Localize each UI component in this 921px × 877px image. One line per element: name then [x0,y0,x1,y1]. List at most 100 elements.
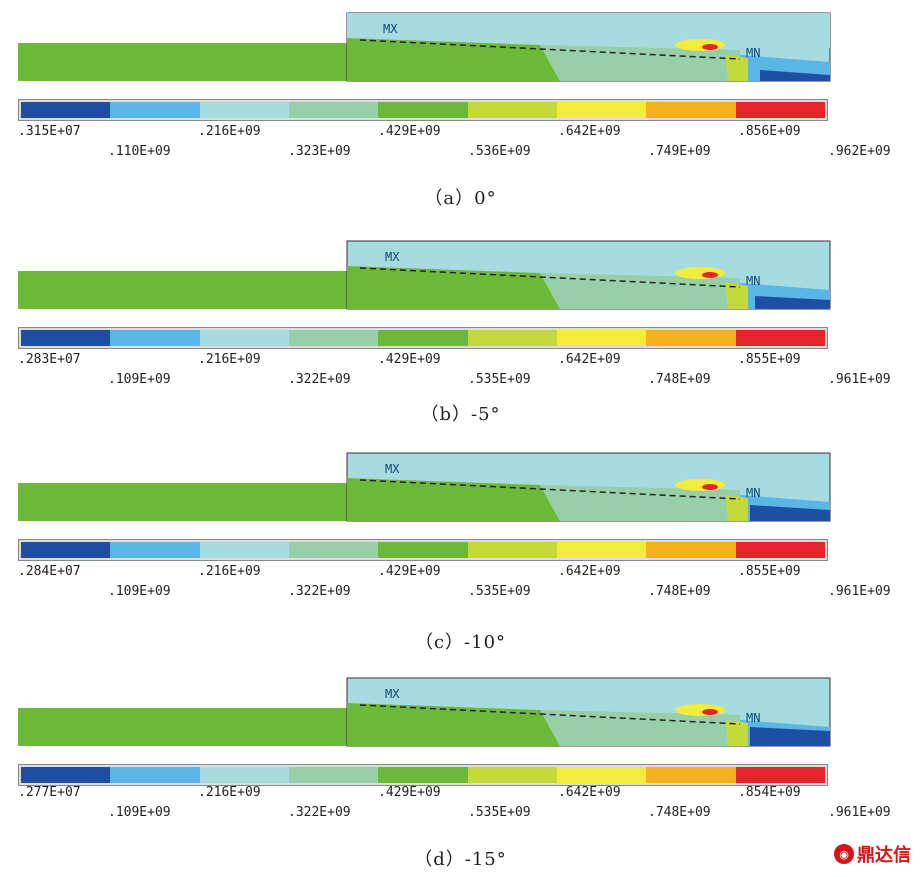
tick-label: .536E+09 [468,144,531,159]
max-marker: MX [385,250,400,264]
panel-caption: （d）-15° [414,849,507,870]
tick-label: .315E+07 [18,124,81,139]
color-legend-segment [288,330,379,346]
color-legend-segments [21,102,825,118]
color-legend-segment [646,767,736,783]
color-legend-segment [646,102,736,118]
max-marker: MX [385,687,400,701]
color-legend-segment [110,330,200,346]
color-legend-bar [18,99,828,121]
tick-label: .429E+09 [378,785,441,800]
tick-label: .277E+07 [18,785,81,800]
panel-caption: （b）-5° [420,404,501,425]
color-legend-segment [646,330,736,346]
color-legend-segment [21,102,111,118]
color-legend-segment [21,767,111,783]
tick-label: .961E+09 [828,584,891,599]
color-legend-segment [467,542,557,558]
color-legend-segment [467,330,557,346]
tick-label: .535E+09 [468,584,531,599]
tick-label: .855E+09 [738,564,801,579]
color-legend-segment [21,330,111,346]
tick-label: .748E+09 [648,372,711,387]
min-marker: MN [746,274,761,288]
color-legend-segment [288,102,379,118]
color-legend-segment [199,767,289,783]
panel-caption: （c）-10° [414,632,507,653]
color-legend-segments [21,542,825,558]
color-legend-segment [467,767,557,783]
stress-contour-model [18,677,831,747]
color-legend-segment [735,102,825,118]
color-legend-segment [199,102,289,118]
brand-logo: ◉ 鼎达信 [834,841,911,867]
color-legend-segment [110,767,200,783]
color-legend-segment [199,330,289,346]
min-marker: MN [746,46,761,60]
color-legend-segment [288,767,379,783]
stress-panel-a: MX MN .315E+07 .216E+09 .429E+09 .642E+0… [0,0,921,212]
color-legend-segments [21,767,825,783]
tick-label: .216E+09 [198,352,261,367]
legend-tick-labels: .277E+07 .216E+09 .429E+09 .642E+09 .854… [0,785,921,821]
color-legend-segment [556,542,647,558]
tick-label: .109E+09 [108,805,171,820]
tick-label: .748E+09 [648,584,711,599]
color-legend-segment [735,767,825,783]
color-legend-segment [110,542,200,558]
legend-tick-labels: .284E+07 .216E+09 .429E+09 .642E+09 .855… [0,564,921,600]
legend-tick-labels: .283E+07 .216E+09 .429E+09 .642E+09 .855… [0,352,921,388]
color-legend-segment [288,542,379,558]
tick-label: .748E+09 [648,805,711,820]
max-marker: MX [385,462,400,476]
stress-contour-model [18,12,831,82]
tick-label: .961E+09 [828,805,891,820]
tick-label: .429E+09 [378,564,441,579]
color-legend-segment [556,330,647,346]
tick-label: .749E+09 [648,144,711,159]
tick-label: .642E+09 [558,352,621,367]
logo-icon: ◉ [834,844,854,864]
stress-panel-c: MX MN .284E+07 .216E+09 .429E+09 .642E+0… [0,440,921,653]
color-legend-segment [378,102,468,118]
color-legend-segment [110,102,200,118]
tick-label: .429E+09 [378,352,441,367]
tick-label: .109E+09 [108,372,171,387]
color-legend-segment [646,542,736,558]
color-legend-segment [378,330,468,346]
tick-label: .322E+09 [288,805,351,820]
color-legend-bar [18,327,828,349]
stress-panel-d: MX MN .277E+07 .216E+09 .429E+09 .642E+0… [0,665,921,877]
color-legend-segment [378,542,468,558]
legend-tick-labels: .315E+07 .216E+09 .429E+09 .642E+09 .856… [0,124,921,160]
color-legend-segment [556,102,647,118]
color-legend-segment [735,330,825,346]
tick-label: .323E+09 [288,144,351,159]
color-legend-segment [21,542,111,558]
tick-label: .429E+09 [378,124,441,139]
color-legend-segment [378,767,468,783]
color-legend-segment [199,542,289,558]
tick-label: .284E+07 [18,564,81,579]
tick-label: .322E+09 [288,372,351,387]
tick-label: .642E+09 [558,564,621,579]
tick-label: .854E+09 [738,785,801,800]
color-legend-segments [21,330,825,346]
tick-label: .856E+09 [738,124,801,139]
stress-contour-model [18,240,831,310]
color-legend-bar [18,539,828,561]
color-legend-segment [467,102,557,118]
tick-label: .642E+09 [558,124,621,139]
tick-label: .961E+09 [828,372,891,387]
tick-label: .855E+09 [738,352,801,367]
tick-label: .283E+07 [18,352,81,367]
max-marker: MX [383,22,398,36]
logo-text: 鼎达信 [857,845,911,866]
tick-label: .216E+09 [198,785,261,800]
tick-label: .216E+09 [198,564,261,579]
tick-label: .109E+09 [108,584,171,599]
min-marker: MN [746,486,761,500]
stress-panel-b: MX MN .283E+07 .216E+09 .429E+09 .642E+0… [0,228,921,440]
tick-label: .642E+09 [558,785,621,800]
color-legend-segment [735,542,825,558]
